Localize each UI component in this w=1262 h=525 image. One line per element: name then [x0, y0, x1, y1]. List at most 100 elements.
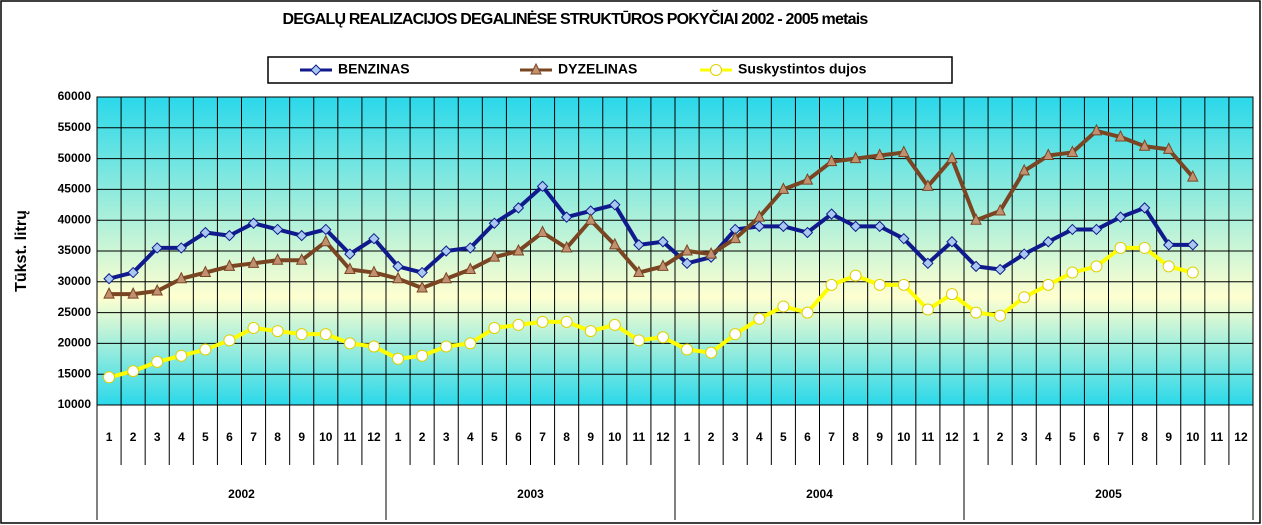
data-point [849, 220, 862, 233]
y-tick-label: 25000 [58, 305, 92, 319]
data-point [1066, 223, 1079, 236]
x-tick-label: 8 [1141, 430, 1148, 444]
series-line [108, 245, 1194, 380]
x-tick-label: 8 [274, 430, 281, 444]
data-point [296, 229, 308, 242]
data-point [1138, 241, 1151, 254]
data-point [584, 325, 597, 338]
data-point [223, 259, 236, 271]
data-point [1114, 129, 1127, 142]
data-point [777, 300, 790, 313]
y-tick-label: 45000 [58, 182, 92, 196]
data-point [175, 349, 188, 362]
data-point [464, 262, 477, 274]
data-point [1186, 266, 1199, 279]
x-tick-label: 11 [922, 430, 935, 444]
legend-label: BENZINAS [338, 61, 410, 77]
data-point [199, 343, 212, 356]
x-tick-label: 6 [226, 430, 233, 444]
data-point [777, 220, 790, 233]
x-tick-label: 1 [395, 430, 402, 444]
y-tick-label: 35000 [58, 243, 92, 257]
data-point [849, 269, 862, 282]
x-tick-label: 4 [1045, 430, 1052, 444]
data-point [825, 154, 838, 167]
data-point [994, 309, 1007, 322]
data-point [873, 148, 886, 161]
data-point [512, 202, 525, 214]
data-point [705, 346, 718, 359]
x-tick-label: 2 [997, 430, 1004, 444]
data-point [777, 182, 790, 194]
x-tick-label: 5 [1069, 430, 1076, 444]
data-point [392, 260, 404, 273]
data-point [1114, 211, 1127, 223]
data-point [127, 266, 139, 279]
data-point [657, 259, 669, 271]
data-point [343, 337, 356, 350]
x-tick-label: 5 [780, 430, 787, 444]
data-point [1018, 248, 1030, 260]
data-point [632, 334, 645, 347]
data-point [368, 232, 380, 245]
data-point [175, 242, 187, 254]
x-tick-label: 2 [708, 430, 715, 444]
data-point [247, 217, 260, 229]
legend-marker [530, 62, 542, 75]
data-point [825, 208, 838, 220]
data-point [247, 256, 260, 268]
y-tick-label: 30000 [58, 274, 92, 288]
y-tick-label: 60000 [58, 89, 92, 103]
x-tick-label: 10 [897, 430, 911, 444]
data-point [103, 371, 116, 384]
x-tick-label: 4 [178, 430, 185, 444]
data-point [897, 145, 910, 157]
data-point [440, 245, 452, 257]
x-tick-label: 9 [876, 430, 883, 444]
data-point [608, 318, 621, 331]
x-tick-label: 9 [587, 430, 594, 444]
x-tick-label: 3 [154, 430, 161, 444]
x-tick-label: 3 [732, 430, 739, 444]
data-point [464, 242, 476, 254]
data-point [536, 225, 549, 238]
x-tick-label: 12 [367, 430, 381, 444]
data-point [271, 325, 284, 338]
data-point [512, 243, 525, 256]
data-point [994, 203, 1006, 216]
x-tick-label: 3 [443, 430, 450, 444]
data-point [801, 306, 814, 319]
x-tick-label: 2 [130, 430, 137, 444]
y-tick-label: 40000 [58, 212, 92, 226]
x-tick-label: 5 [491, 430, 498, 444]
data-point [103, 287, 115, 299]
x-tick-label: 1 [684, 430, 691, 444]
data-point [753, 312, 766, 325]
data-point [368, 265, 380, 278]
data-point [560, 240, 573, 253]
x-tick-label: 9 [1165, 430, 1172, 444]
data-point [223, 229, 236, 242]
series-line [108, 184, 1193, 281]
data-point [970, 306, 983, 319]
x-tick-label: 7 [828, 430, 835, 444]
y-tick-label: 20000 [58, 336, 92, 350]
data-point [633, 265, 645, 278]
x-tick-label: 7 [1117, 430, 1124, 444]
data-point [560, 315, 573, 328]
data-point [1187, 239, 1199, 251]
data-point [873, 278, 886, 291]
data-point [1114, 241, 1127, 254]
legend-marker [710, 64, 722, 76]
data-point [729, 231, 742, 244]
data-point [1090, 260, 1103, 273]
data-point [1090, 223, 1103, 236]
data-point [608, 237, 621, 250]
data-point [753, 210, 766, 222]
data-point [536, 315, 549, 328]
data-point [536, 180, 549, 193]
data-point [319, 234, 332, 247]
data-point [633, 239, 645, 251]
data-point [1162, 260, 1175, 273]
data-point [1138, 139, 1151, 151]
